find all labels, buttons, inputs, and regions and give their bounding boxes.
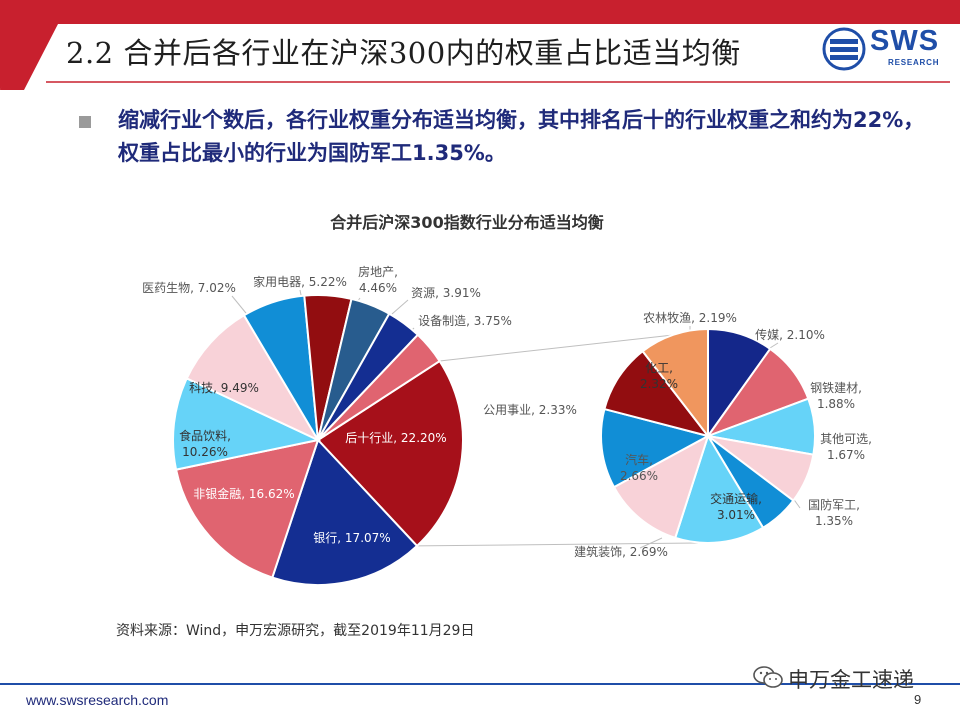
detail-label-8: 公用事业, 2.33%: [483, 403, 577, 417]
sws-logo-icon: [822, 27, 866, 71]
main-pie-slice-3: [172, 377, 322, 471]
page-number: 9: [914, 692, 922, 707]
detail-pie-slice-6: [612, 433, 710, 540]
sws-logo: SWS RESEARCH: [822, 25, 942, 73]
watermark-text: 申万金工速递: [788, 668, 914, 692]
main-label-7: 房地产, 4.46%: [358, 264, 398, 295]
main-label-0: 后十行业, 22.20%: [345, 431, 446, 445]
detail-label-7: 汽车, 2.66%: [620, 452, 658, 483]
main-pie-slice-1: [271, 438, 419, 586]
detail-label-1: 传媒, 2.10%: [755, 327, 825, 342]
main-label-1: 银行, 17.07%: [313, 531, 390, 545]
footer-divider: [0, 683, 960, 685]
detail-pie-slice-7: [600, 407, 711, 489]
detail-pie-slice-9: [641, 327, 709, 439]
slice-labels: 后十行业, 22.20% 银行, 17.07% 非银金融, 16.62% 食品饮料, 1…: [142, 264, 872, 559]
wechat-icon: [753, 666, 783, 688]
source-note: 资料来源：Wind，申万宏源研究，截至2019年11月29日: [116, 623, 475, 639]
page-title: 2.2 合并后各行业在沪深300内的权重占比适当均衡: [66, 36, 741, 70]
main-leader-8: [391, 299, 409, 315]
connector-bottom: [417, 542, 699, 547]
main-label-8: 资源, 3.91%: [411, 286, 481, 300]
main-pie-slice-4: [185, 313, 321, 443]
detail-label-2: 钢铁建材, 1.88%: [810, 381, 862, 411]
chart-title: 合并后沪深300指数行业分布适当均衡: [330, 213, 603, 232]
detail-leader-6: [639, 537, 663, 549]
detail-pie-slice-8: [603, 349, 711, 438]
main-label-2: 非银金融, 16.62%: [193, 486, 294, 501]
logo-sub: RESEARCH: [888, 58, 940, 67]
detail-label-9: 化工, 2.32%: [640, 361, 678, 391]
header-band: [0, 0, 960, 90]
detail-label-6: 建筑装饰, 2.69%: [574, 544, 668, 559]
bullet-square-icon: [79, 116, 91, 128]
main-pie-slice-0: [316, 359, 464, 548]
main-pie-slice-9: [317, 333, 441, 441]
main-pie: [172, 294, 464, 586]
main-label-5: 医药生物, 7.02%: [142, 281, 236, 295]
bullet-text: 缩减行业个数后，各行业权重分布适当均衡，其中排名后十的行业权重之和约为22%，权…: [118, 108, 925, 165]
detail-pie-slice-5: [673, 433, 765, 545]
main-label-6: 家用电器, 5.22%: [253, 274, 347, 289]
connector-top: [439, 334, 674, 362]
main-label-9: 设备制造, 3.75%: [418, 314, 512, 328]
detail-label-4: 国防军工, 1.35%: [808, 497, 860, 528]
detail-leader-1: [769, 342, 779, 349]
footer-url-link[interactable]: www.swsresearch.com: [26, 692, 169, 708]
detail-label-0: 农林牧渔, 2.19%: [643, 311, 737, 325]
wechat-watermark: 申万金工速递: [752, 664, 932, 692]
detail-label-5: 交通运输, 3.01%: [710, 491, 762, 522]
main-label-3: 食品饮料, 10.26%: [179, 428, 231, 459]
logo-text: SWS: [870, 25, 940, 57]
main-pie-slice-2: [174, 438, 320, 579]
main-label-4: 科技, 9.49%: [189, 381, 259, 395]
detail-label-3: 其他可选, 1.67%: [820, 432, 872, 462]
detail-pie: [600, 327, 816, 545]
